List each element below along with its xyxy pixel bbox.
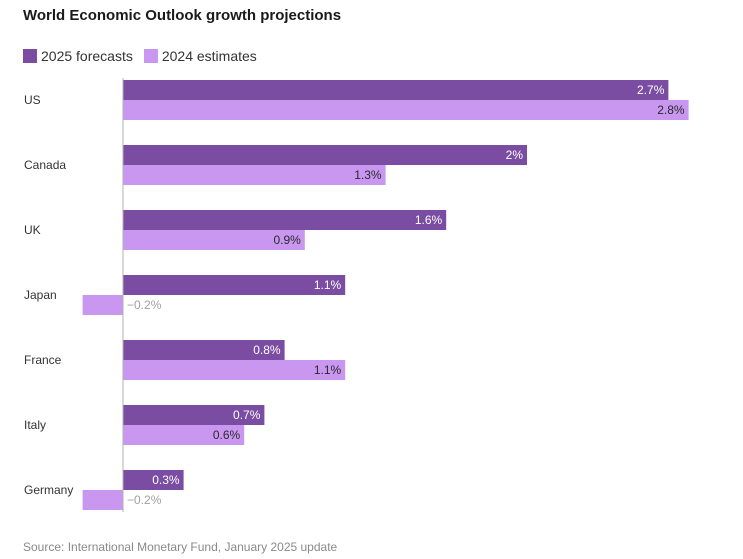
data-label-japan-2025: 1.1% [314,278,342,292]
data-label-us-2025: 2.7% [637,83,665,97]
category-label-canada: Canada [24,158,66,172]
data-label-uk-2024: 0.9% [273,233,301,247]
data-label-germany-2025: 0.3% [152,473,180,487]
category-label-france: France [24,353,62,367]
chart-title: World Economic Outlook growth projection… [23,7,342,24]
category-label-uk: UK [24,223,41,237]
category-label-germany: Germany [24,483,73,497]
category-label-italy: Italy [24,418,46,432]
bar-japan-2025 [123,275,346,295]
bar-germany-2025 [123,470,184,490]
data-label-italy-2024: 0.6% [213,428,241,442]
data-label-canada-2025: 2% [506,148,524,162]
data-label-france-2025: 0.8% [253,343,281,357]
data-label-italy-2025: 0.7% [233,408,261,422]
legend: 2025 forecasts 2024 estimates [23,48,268,64]
legend-item-2024: 2024 estimates [143,48,257,64]
bar-us-2025 [123,80,669,100]
bar-italy-2024 [123,425,245,445]
legend-swatch-2025 [23,49,37,63]
data-label-us-2024: 2.8% [657,103,685,117]
bar-france-2025 [123,340,285,360]
bar-japan-2024 [82,295,123,315]
bar-france-2024 [123,360,346,380]
legend-item-2025: 2025 forecasts [23,48,133,64]
category-label-us: US [24,93,41,107]
data-label-germany-2024: −0.2% [127,493,162,507]
bar-canada-2024 [123,165,386,185]
category-label-japan: Japan [24,288,57,302]
bar-italy-2025 [123,405,265,425]
data-label-uk-2025: 1.6% [415,213,443,227]
data-label-france-2024: 1.1% [314,363,342,377]
bar-us-2024 [123,100,689,120]
legend-swatch-2024 [143,49,158,63]
bar-chart: US 2.7% 2.8% Canada 2% 1.3% UK 1.6% 0.9% Japan 1.1… [24,78,689,512]
data-label-canada-2024: 1.3% [354,168,382,182]
legend-label-2025: 2025 forecasts [41,48,133,64]
data-label-japan-2024: −0.2% [127,298,162,312]
bar-uk-2024 [123,230,305,250]
source-note: Source: International Monetary Fund, Jan… [23,540,338,554]
bar-germany-2024 [82,490,123,510]
bar-uk-2025 [123,210,447,230]
bar-canada-2025 [123,145,527,165]
legend-label-2024: 2024 estimates [161,48,257,64]
